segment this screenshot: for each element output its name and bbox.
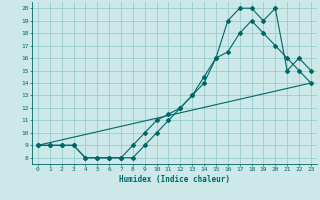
X-axis label: Humidex (Indice chaleur): Humidex (Indice chaleur)	[119, 175, 230, 184]
